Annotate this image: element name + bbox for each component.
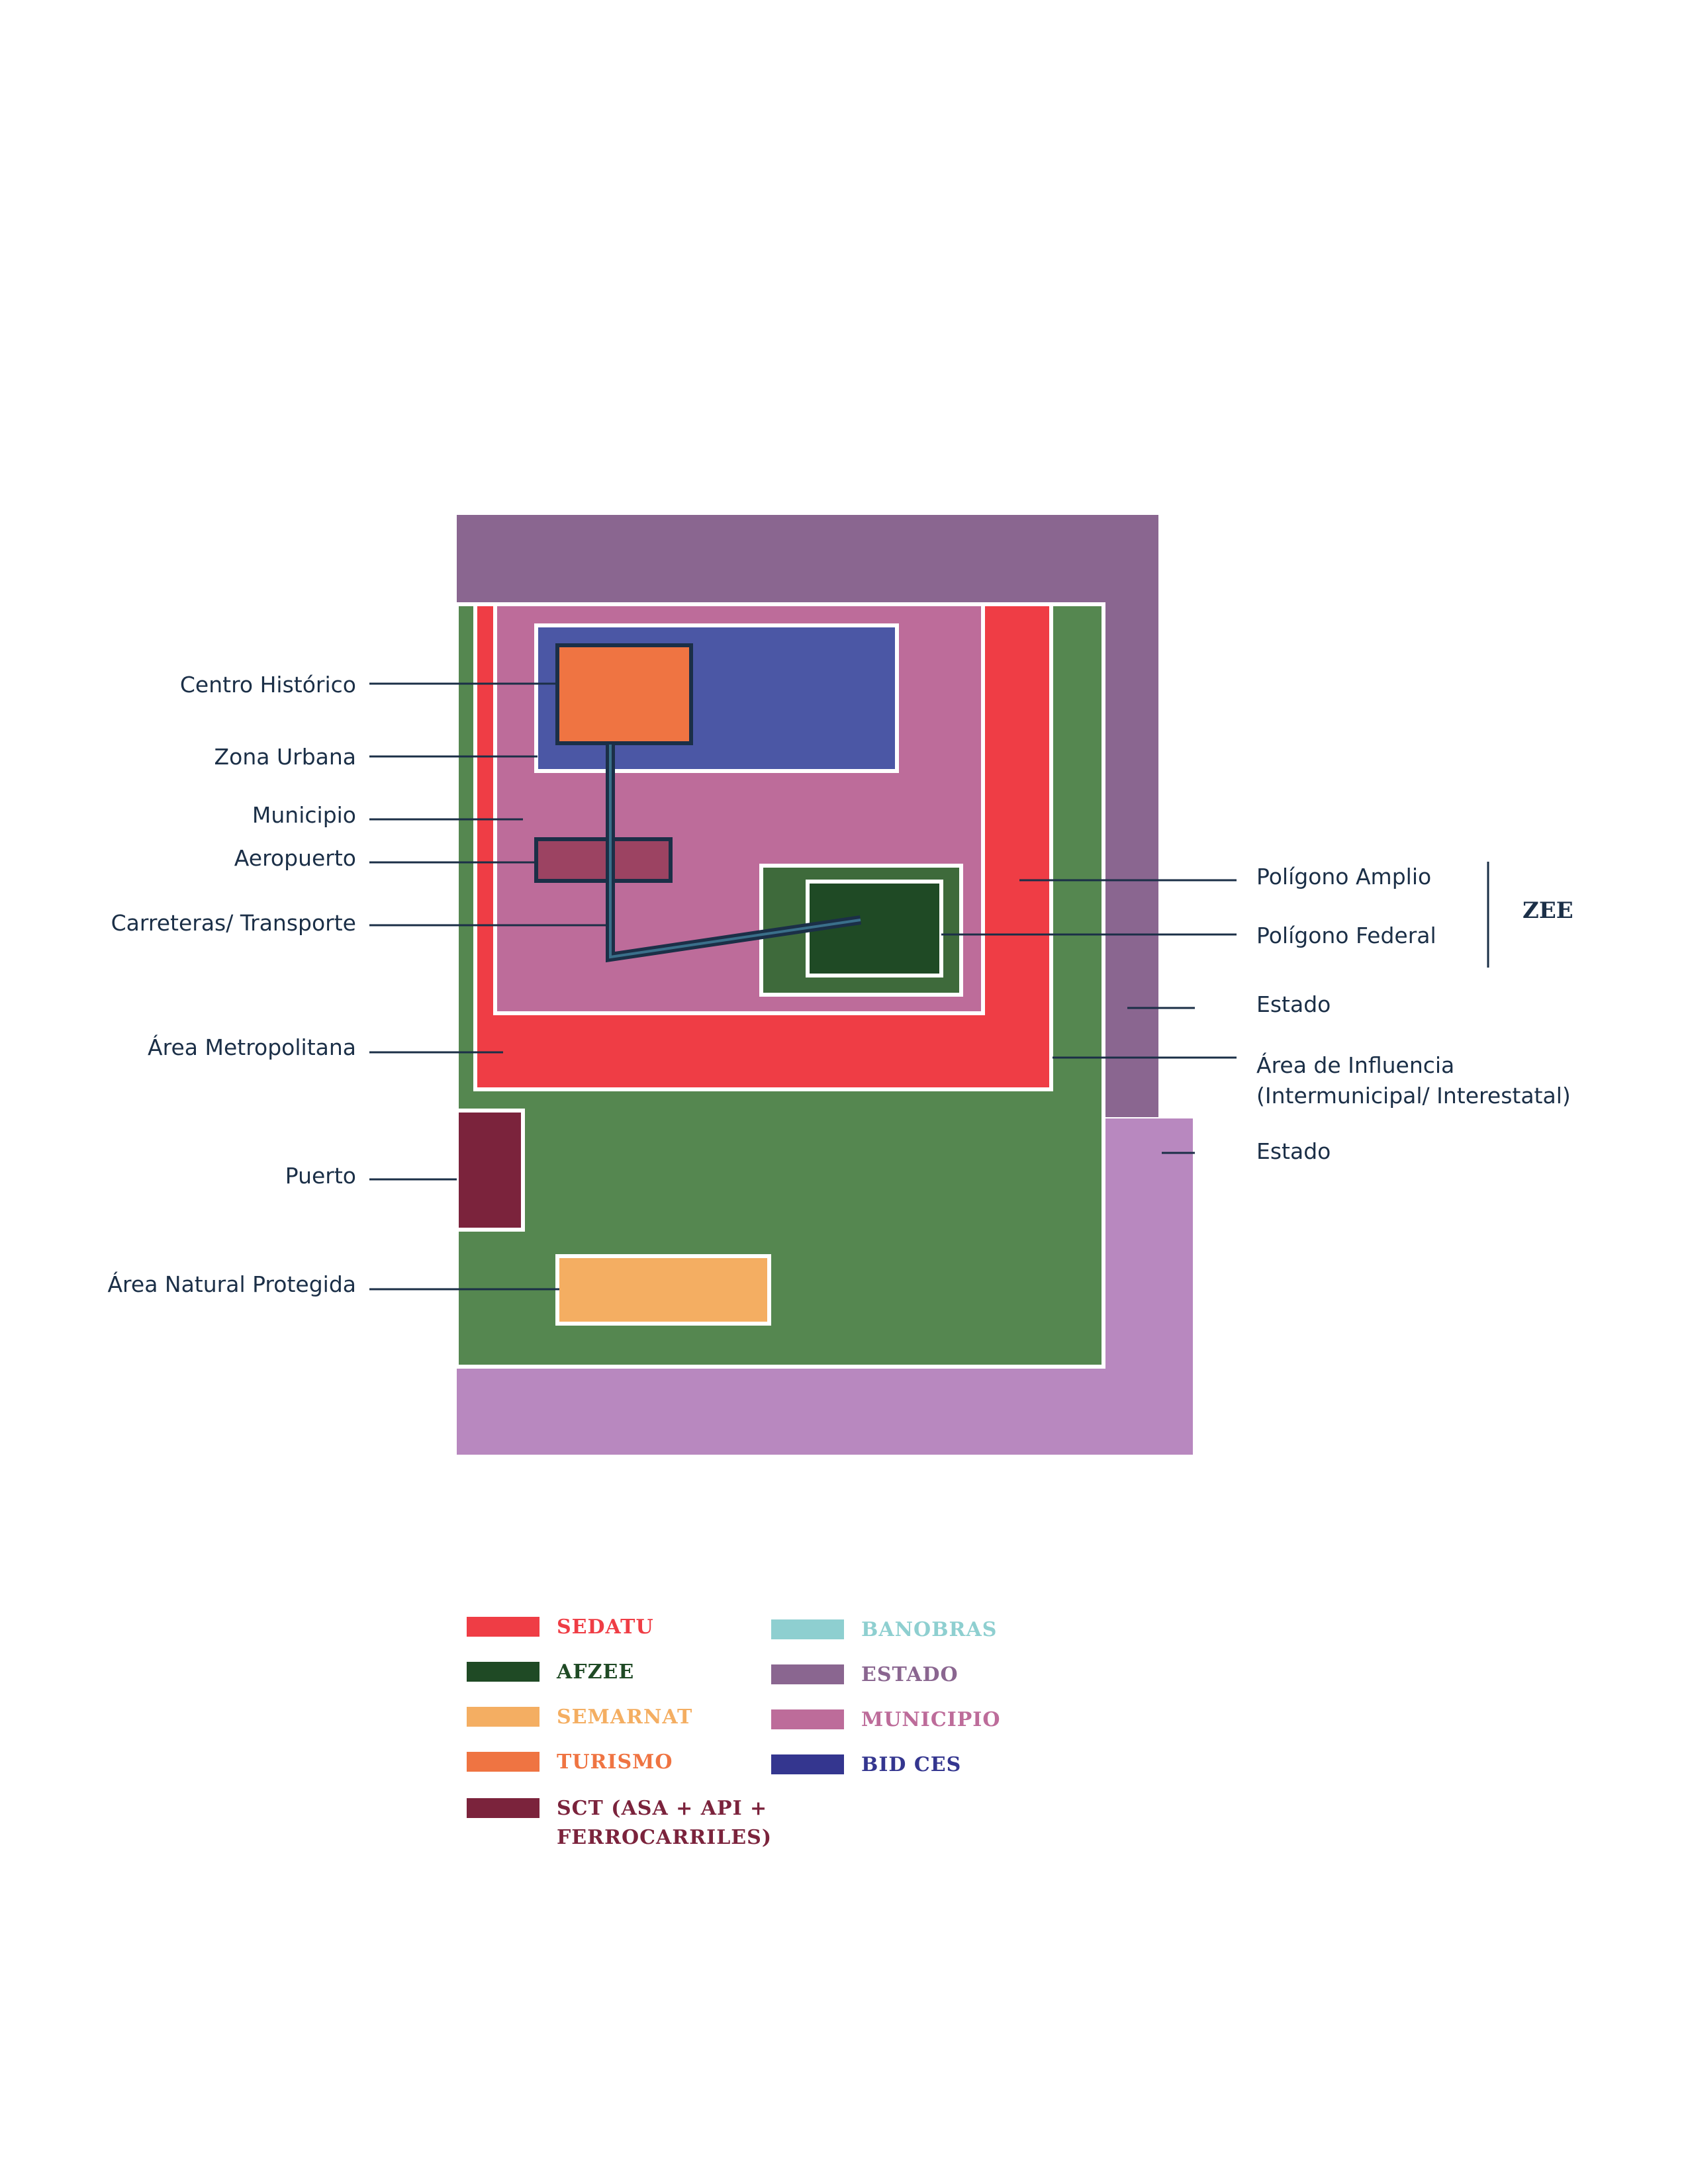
label-poligono-federal: Polígono Federal [1256,923,1436,949]
label-area-influencia: Área de Influencia [1256,1052,1454,1079]
legend-swatch [467,1798,539,1818]
legend-swatch [467,1752,539,1772]
legend-label: TURISMO [557,1748,673,1777]
legend-label: BID CES [861,1751,961,1780]
legend-item-banobras: BANOBRAS [771,1615,997,1645]
aeropuerto-area [536,839,671,881]
legend-swatch [771,1754,844,1774]
legend-item-estado: ESTADO [771,1661,959,1690]
label-zona-urbana: Zona Urbana [12,744,356,770]
legend-swatch [771,1619,844,1639]
legend-item-sct: SCT (ASA + API + FERROCARRILES) [467,1794,772,1852]
puerto-area [457,1111,523,1230]
legend-item-semarnat: SEMARNAT [467,1703,692,1732]
legend-label: MUNICIPIO [861,1706,1000,1735]
area-natural-protegida [557,1256,769,1324]
label-zee: ZEE [1523,897,1573,924]
legend-item-turismo: TURISMO [467,1748,673,1777]
legend-label: SEDATU [557,1613,654,1642]
legend-swatch [467,1707,539,1727]
legend-label: SCT (ASA + API + FERROCARRILES) [557,1794,772,1852]
label-estado-lower: Estado [1256,1138,1331,1165]
legend-swatch [771,1709,844,1729]
label-puerto: Puerto [12,1163,356,1189]
legend-label: AFZEE [557,1658,634,1687]
label-municipio: Municipio [12,802,356,829]
legend-item-sedatu: SEDATU [467,1613,654,1642]
label-area-metropolitana: Área Metropolitana [12,1034,356,1061]
legend-swatch [467,1662,539,1682]
label-area-influencia-sub: (Intermunicipal/ Interestatal) [1256,1083,1571,1109]
label-carreteras: Carreteras/ Transporte [12,910,356,936]
label-centro-historico: Centro Histórico [12,672,356,698]
legend-label: ESTADO [861,1661,959,1690]
centro-historico-area [557,645,691,743]
legend-item-municipio: MUNICIPIO [771,1706,1000,1735]
label-area-natural-protegida: Área Natural Protegida [12,1271,356,1298]
legend-label: BANOBRAS [861,1615,997,1645]
label-estado-upper: Estado [1256,991,1331,1018]
label-aeropuerto: Aeropuerto [12,845,356,872]
label-poligono-amplio: Polígono Amplio [1256,864,1431,890]
legend-item-bid-ces: BID CES [771,1751,961,1780]
legend-swatch [771,1664,844,1684]
legend-item-afzee: AFZEE [467,1658,634,1687]
legend-swatch [467,1617,539,1637]
legend-label: SEMARNAT [557,1703,692,1732]
